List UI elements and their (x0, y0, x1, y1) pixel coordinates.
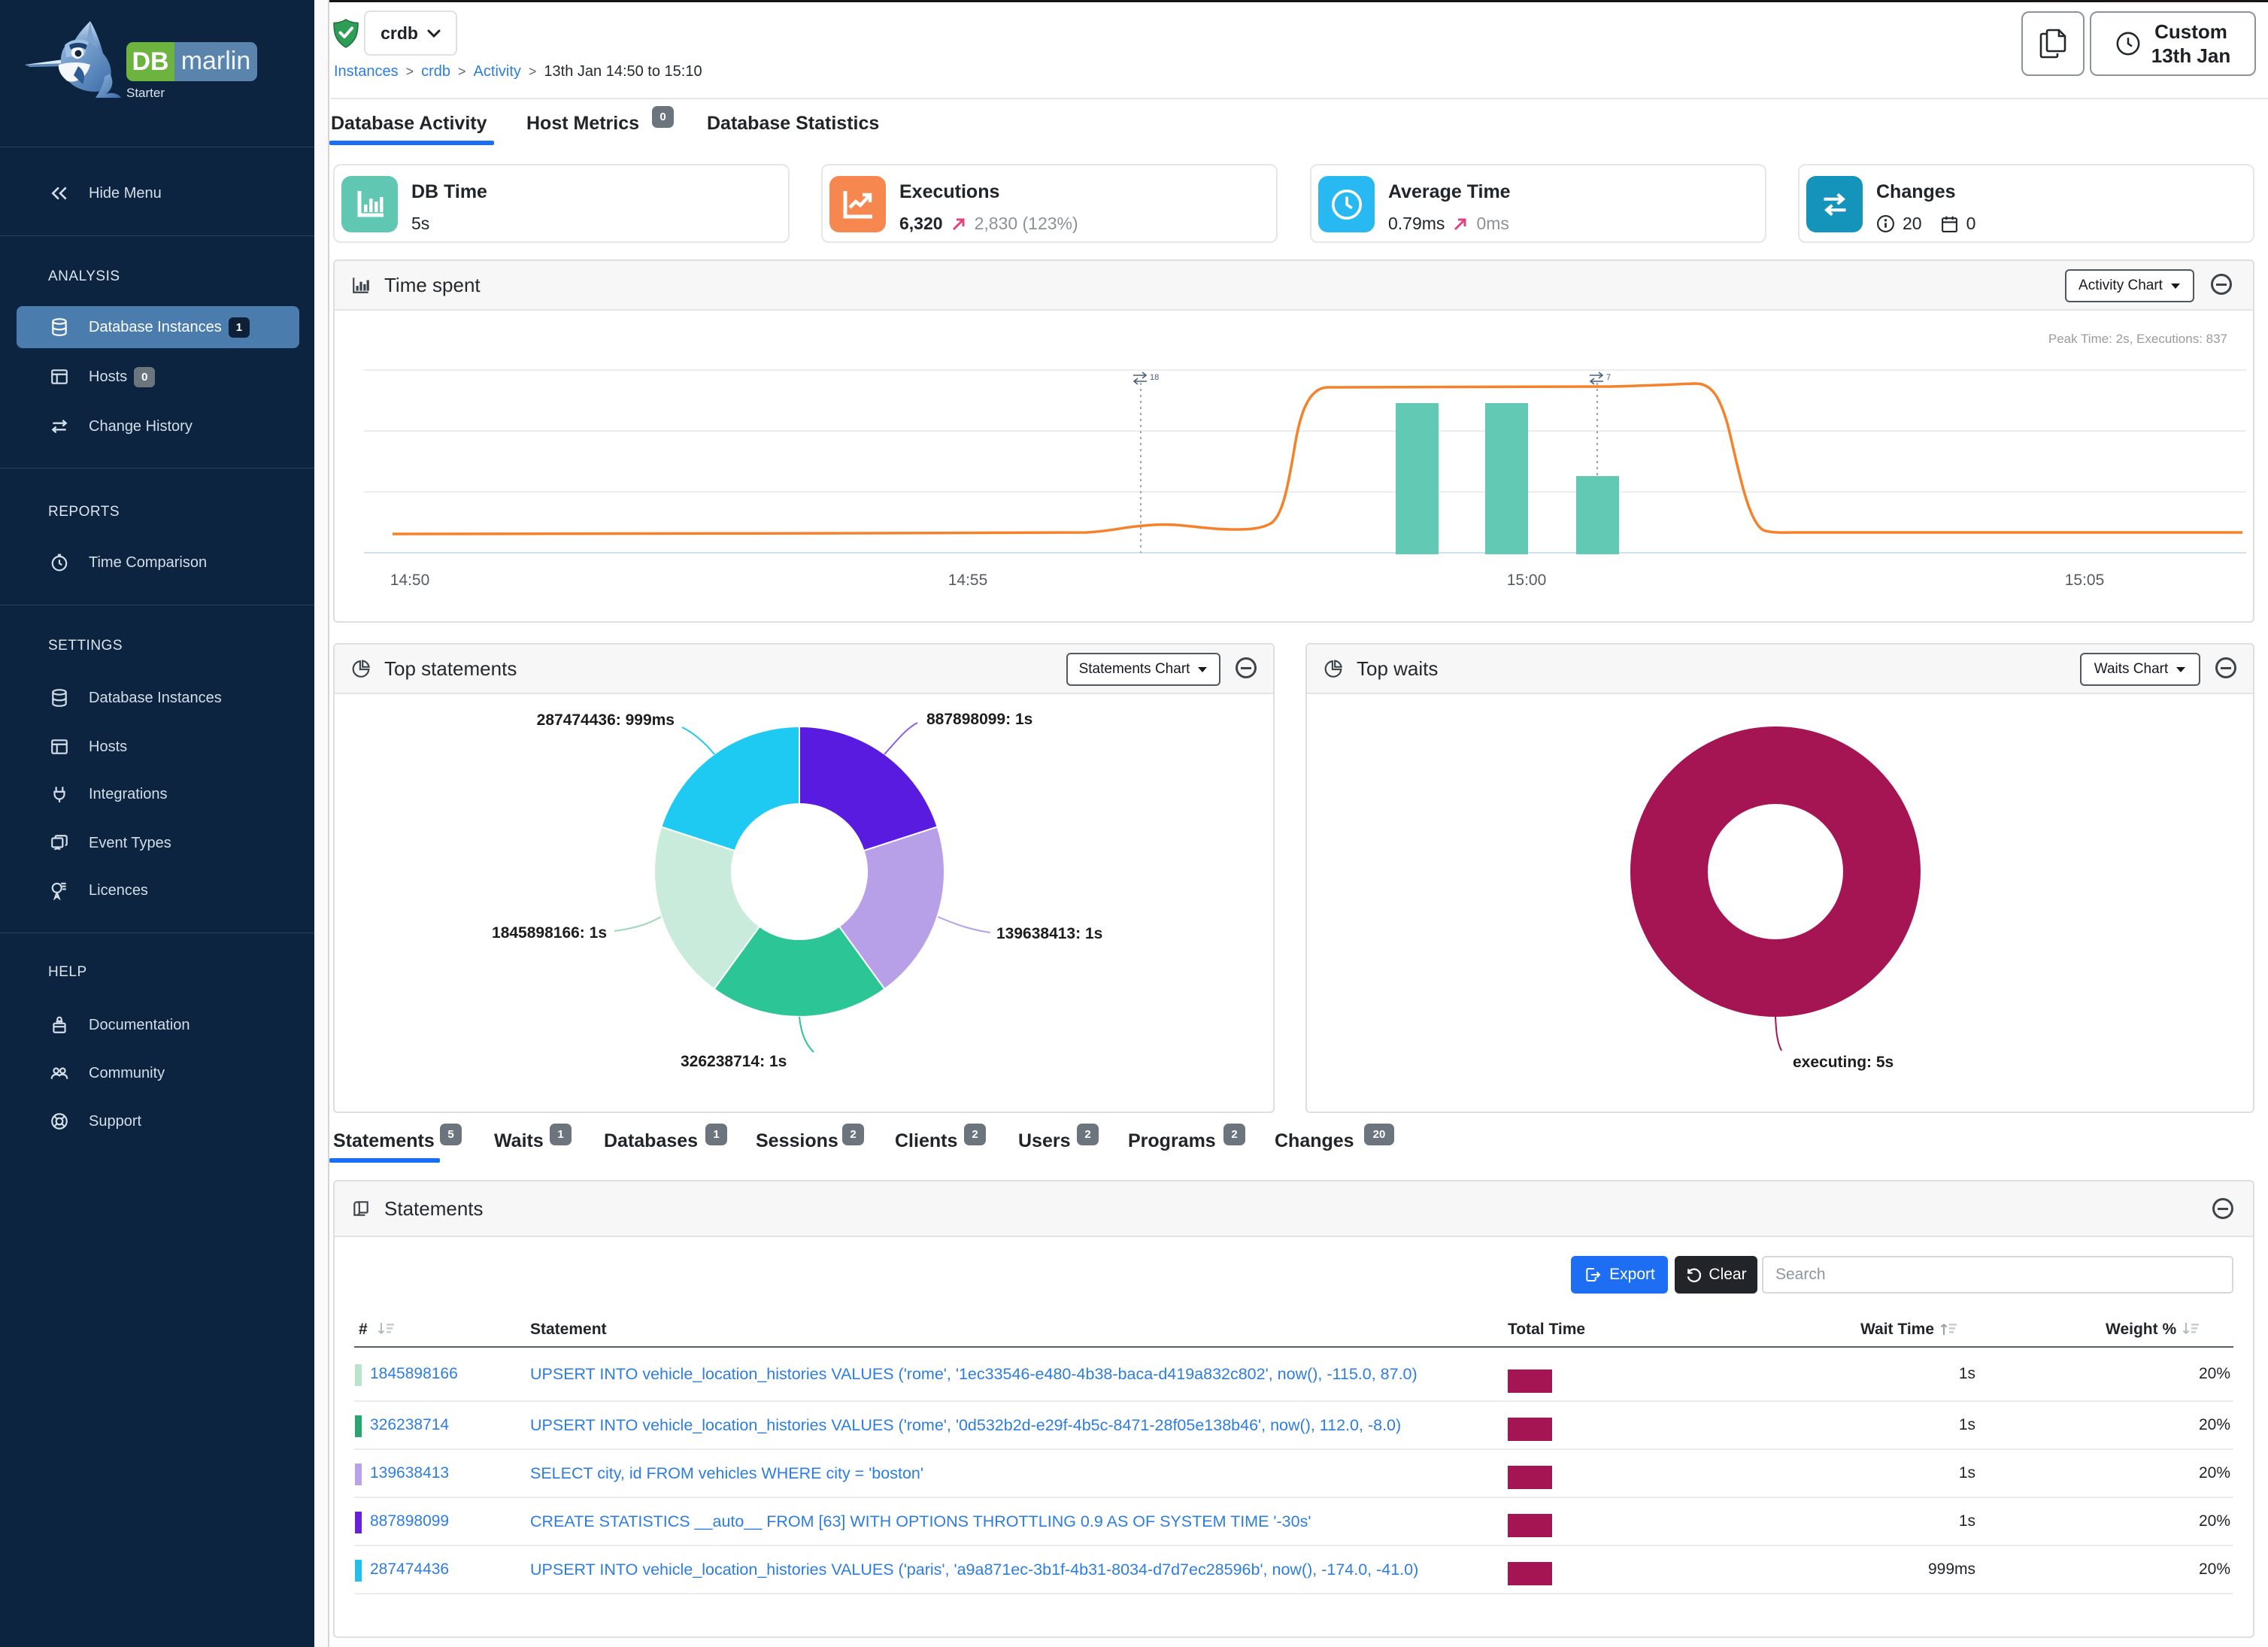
svg-text:Peak Time: 2s, Executions: 837: Peak Time: 2s, Executions: 837 (2048, 332, 2227, 346)
svg-text:287474436: 999ms: 287474436: 999ms (537, 711, 675, 729)
svg-text:executing: 5s: executing: 5s (1793, 1054, 1894, 1071)
svg-text:326238714: 1s: 326238714: 1s (681, 1053, 787, 1070)
svg-text:15:00: 15:00 (1507, 572, 1547, 589)
svg-text:1845898166: 1s: 1845898166: 1s (492, 924, 607, 942)
svg-text:139638413: 1s: 139638413: 1s (996, 925, 1102, 942)
svg-text:15:05: 15:05 (2065, 572, 2105, 589)
svg-text:14:50: 14:50 (390, 572, 430, 589)
svg-text:7: 7 (1606, 373, 1611, 382)
svg-text:887898099: 1s: 887898099: 1s (926, 711, 1032, 728)
svg-text:14:55: 14:55 (948, 572, 988, 589)
svg-text:18: 18 (1150, 373, 1159, 382)
